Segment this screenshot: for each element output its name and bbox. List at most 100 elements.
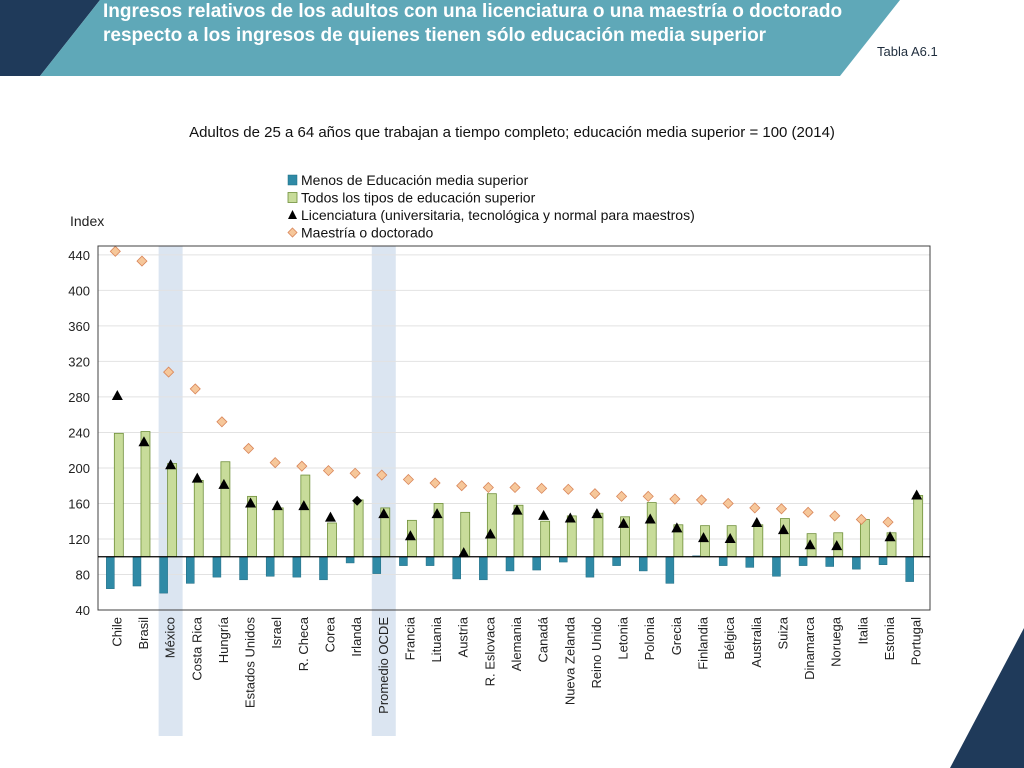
y-tick-label-280: 280 xyxy=(68,390,90,405)
x-tick-label-noruega: Noruega xyxy=(829,616,844,667)
marker-bachelor-letonia xyxy=(618,517,630,528)
marker-bachelor-corea xyxy=(324,511,336,522)
x-tick-label-promedio-ocde: Promedio OCDE xyxy=(376,617,391,714)
x-tick-label-francia: Francia xyxy=(402,616,417,660)
marker-bachelor-finlandia xyxy=(698,532,710,543)
marker-master-grecia xyxy=(669,493,681,505)
marker-bachelor-grecia xyxy=(671,522,683,533)
marker-master-promedio-ocde xyxy=(376,469,388,481)
marker-master-costa-rica xyxy=(189,383,201,395)
table-reference: Tabla A6.1 xyxy=(877,44,938,59)
x-tick-label-r-eslovaca: R. Eslovaca xyxy=(482,616,497,686)
marker-bachelor-costa-rica xyxy=(191,472,203,483)
marker-bachelor-r-eslovaca xyxy=(484,528,496,539)
marker-bachelor-lituania xyxy=(431,508,443,519)
marker-bachelor-estados-unidos xyxy=(245,497,257,508)
marker-master-suiza xyxy=(775,503,788,515)
marker-bachelor-hungria xyxy=(218,478,230,489)
marker-bachelor-francia xyxy=(404,530,416,541)
marker-bachelor-polonia xyxy=(644,513,656,524)
chart-subtitle: Adultos de 25 a 64 años que trabajan a t… xyxy=(189,124,835,141)
marker-bachelor-mexico xyxy=(165,459,177,470)
marker-bachelor-suiza xyxy=(777,524,789,535)
marker-master-polonia xyxy=(642,490,654,502)
x-tick-label-irlanda: Irlanda xyxy=(349,616,364,657)
x-tick-label-austria: Austria xyxy=(456,616,471,657)
marker-bachelor-canada xyxy=(538,509,550,520)
legend-label-master: Maestría o doctorado xyxy=(301,225,434,241)
legend-swatch-tertiary xyxy=(287,192,298,203)
marker-bachelor-noruega xyxy=(831,540,843,551)
marker-bachelor-brasil xyxy=(138,436,150,447)
marker-bachelor-dinamarca xyxy=(804,539,816,550)
marker-master-austria xyxy=(456,480,468,492)
x-tick-label-alemania: Alemania xyxy=(509,616,524,671)
x-tick-label-letonia: Letonia xyxy=(616,616,631,659)
legend-swatch-master xyxy=(287,227,298,238)
marker-master-estonia xyxy=(882,516,894,528)
marker-master-alemania xyxy=(509,481,521,494)
marker-master-canada xyxy=(536,482,548,494)
y-tick-label-80: 80 xyxy=(76,567,90,582)
marker-bachelor-irlanda xyxy=(352,495,363,506)
x-tick-label-chile: Chile xyxy=(109,617,124,647)
x-tick-label-canada: Canadá xyxy=(536,616,551,662)
marker-master-r-checa xyxy=(296,460,308,472)
marker-bachelor-promedio-ocde xyxy=(378,508,390,519)
chart-legend: Menos de Educación media superior Todos l… xyxy=(287,172,695,241)
x-tick-label-hungria: Hungría xyxy=(216,616,231,663)
y-tick-label-360: 360 xyxy=(68,319,90,334)
legend-label-tertiary: Todos los tipos de educación superior xyxy=(301,190,536,206)
marker-master-italia xyxy=(855,513,867,526)
marker-master-hungria xyxy=(216,416,228,428)
marker-bachelor-portugal xyxy=(911,489,923,500)
marker-bachelor-nueva-zelanda xyxy=(564,512,576,523)
x-tick-label-estados-unidos: Estados Unidos xyxy=(243,617,258,709)
y-tick-label-240: 240 xyxy=(68,425,90,440)
marker-master-australia xyxy=(749,502,761,514)
marker-master-chile xyxy=(109,245,121,257)
x-tick-label-estonia: Estonia xyxy=(882,616,897,660)
legend-swatch-bachelor xyxy=(288,210,297,219)
marker-bachelor-belgica xyxy=(724,532,736,543)
marker-master-letonia xyxy=(616,490,628,502)
marker-master-dinamarca xyxy=(802,506,814,518)
x-tick-label-reino-unido: Reino Unido xyxy=(589,617,604,689)
title-banner xyxy=(0,0,900,76)
x-tick-label-lituania: Lituania xyxy=(429,616,444,662)
x-tick-label-belgica: Bélgica xyxy=(722,616,737,659)
marker-master-nueva-zelanda xyxy=(562,483,574,495)
y-tick-label-440: 440 xyxy=(68,248,90,263)
marker-master-lituania xyxy=(429,477,441,489)
y-tick-label-120: 120 xyxy=(68,532,90,547)
x-axis-labels: Chile Brasil México Costa Rica Hungría Estado… xyxy=(109,616,923,714)
marker-master-israel xyxy=(269,457,281,469)
x-tick-label-polonia: Polonia xyxy=(642,616,657,660)
plot-frame xyxy=(97,245,931,611)
y-axis-label: Index xyxy=(70,213,104,229)
legend-swatch-below-upper-secondary xyxy=(287,174,298,186)
legend-label-below-upper-secondary: Menos de Educación media superior xyxy=(301,172,529,188)
y-tick-label-400: 400 xyxy=(68,283,90,298)
marker-master-irlanda xyxy=(349,467,361,479)
marker-master-brasil xyxy=(136,255,148,267)
page-title: Ingresos relativos de los adultos con un… xyxy=(103,1,843,46)
marker-master-r-eslovaca xyxy=(482,481,494,494)
markers xyxy=(109,245,923,558)
marker-master-finlandia xyxy=(695,494,708,506)
marker-bachelor-israel xyxy=(271,500,283,511)
banner-teal-band xyxy=(40,0,900,76)
x-tick-label-suiza: Suiza xyxy=(775,616,790,649)
legend-label-bachelor: Licenciatura (universitaria, tecnológica… xyxy=(301,207,695,223)
x-tick-label-brasil: Brasil xyxy=(136,617,151,650)
marker-bachelor-r-checa xyxy=(298,500,310,511)
marker-bachelor-chile xyxy=(111,390,123,401)
x-tick-label-nueva-zelanda: Nueva Zelanda xyxy=(562,616,577,705)
x-tick-label-r-checa: R. Checa xyxy=(296,616,311,671)
marker-master-reino-unido xyxy=(589,488,601,500)
x-tick-label-corea: Corea xyxy=(322,616,337,652)
x-tick-label-grecia: Grecia xyxy=(669,616,684,655)
x-tick-label-mexico: México xyxy=(163,617,178,658)
x-tick-label-dinamarca: Dinamarca xyxy=(802,616,817,680)
